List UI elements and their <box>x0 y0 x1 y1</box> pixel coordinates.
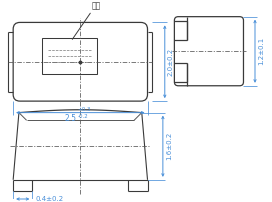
Text: 标识: 标识 <box>92 1 101 10</box>
Text: -0.2: -0.2 <box>78 114 88 119</box>
Text: +0.3: +0.3 <box>78 107 91 112</box>
Bar <box>42 38 97 74</box>
Text: 1.6±0.2: 1.6±0.2 <box>166 132 172 160</box>
Text: 2.5: 2.5 <box>64 114 76 123</box>
Text: 1.2±0.1: 1.2±0.1 <box>258 37 264 65</box>
Text: 2.0±0.2: 2.0±0.2 <box>168 48 174 76</box>
Text: 0.4±0.2: 0.4±0.2 <box>35 196 63 202</box>
